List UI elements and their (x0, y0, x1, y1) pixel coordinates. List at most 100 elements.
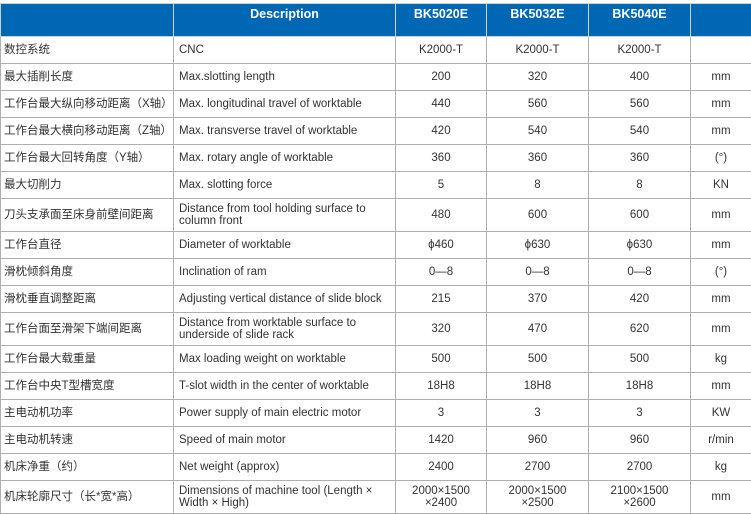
unit: (°) (691, 259, 751, 286)
value-bk5032e: 8 (487, 172, 589, 199)
spec-name-en: Dimensions of machine tool (Length × Wid… (174, 481, 396, 514)
spec-name-zh: 工作台面至滑架下端间距离 (1, 313, 174, 346)
value-bk5020e: 215 (396, 286, 487, 313)
value-bk5040e: 560 (589, 91, 691, 118)
value-bk5040e: 960 (589, 427, 691, 454)
header-zh (1, 4, 174, 37)
unit: mm (691, 91, 751, 118)
value-bk5040e: 500 (589, 346, 691, 373)
spec-name-en: Adjusting vertical distance of slide blo… (174, 286, 396, 313)
spec-name-zh: 主电动机转速 (1, 427, 174, 454)
value-bk5040e: 400 (589, 64, 691, 91)
spec-name-en: Distance from worktable surface to under… (174, 313, 396, 346)
spec-name-zh: 工作台最大横向移动距离（Z轴） (1, 118, 174, 145)
spec-name-en: Max. slotting force (174, 172, 396, 199)
value-bk5032e: 2000×1500 ×2500 (487, 481, 589, 514)
value-bk5040e: K2000-T (589, 37, 691, 64)
unit (691, 37, 751, 64)
unit: mm (691, 199, 751, 232)
unit: kg (691, 346, 751, 373)
spec-name-zh: 数控系统 (1, 37, 174, 64)
table-row: 工作台最大横向移动距离（Z轴）Max. transverse travel of… (1, 118, 751, 145)
spec-name-en: Inclination of ram (174, 259, 396, 286)
unit: kg (691, 454, 751, 481)
value-bk5032e: 470 (487, 313, 589, 346)
value-bk5032e: 320 (487, 64, 589, 91)
unit: mm (691, 118, 751, 145)
unit: (°) (691, 145, 751, 172)
value-bk5020e: 480 (396, 199, 487, 232)
header-model-2: BK5032E (487, 4, 589, 37)
spec-name-en: T-slot width in the center of worktable (174, 373, 396, 400)
table-row: 工作台最大纵向移动距离（X轴）Max. longitudinal travel … (1, 91, 751, 118)
value-bk5040e: 18H8 (589, 373, 691, 400)
value-bk5040e: 8 (589, 172, 691, 199)
value-bk5032e: 960 (487, 427, 589, 454)
value-bk5040e: ϕ630 (589, 232, 691, 259)
value-bk5020e: 320 (396, 313, 487, 346)
unit: KW (691, 400, 751, 427)
value-bk5032e: K2000-T (487, 37, 589, 64)
value-bk5032e: 560 (487, 91, 589, 118)
spec-name-zh: 最大切削力 (1, 172, 174, 199)
spec-name-zh: 滑枕垂直调整距离 (1, 286, 174, 313)
spec-name-en: Net weight (approx) (174, 454, 396, 481)
value-bk5032e: 18H8 (487, 373, 589, 400)
value-bk5020e: 2000×1500 ×2400 (396, 481, 487, 514)
value-bk5032e: 500 (487, 346, 589, 373)
spec-name-zh: 最大插削长度 (1, 64, 174, 91)
spec-name-zh: 机床轮廓尺寸（长*宽*高） (1, 481, 174, 514)
spec-table: Description BK5020E BK5032E BK5040E 数控系统… (0, 3, 751, 514)
value-bk5020e: 200 (396, 64, 487, 91)
spec-name-zh: 滑枕倾斜角度 (1, 259, 174, 286)
spec-name-en: Max. rotary angle of worktable (174, 145, 396, 172)
spec-name-zh: 工作台最大载重量 (1, 346, 174, 373)
unit: mm (691, 232, 751, 259)
spec-name-zh: 工作台最大纵向移动距离（X轴） (1, 91, 174, 118)
header-model-3: BK5040E (589, 4, 691, 37)
value-bk5040e: 360 (589, 145, 691, 172)
table-row: 工作台最大回转角度（Y轴）Max. rotary angle of workta… (1, 145, 751, 172)
value-bk5020e: 1420 (396, 427, 487, 454)
value-bk5032e: 600 (487, 199, 589, 232)
value-bk5040e: 2700 (589, 454, 691, 481)
unit: mm (691, 481, 751, 514)
value-bk5040e: 620 (589, 313, 691, 346)
spec-name-en: Distance from tool holding surface to co… (174, 199, 396, 232)
value-bk5040e: 540 (589, 118, 691, 145)
value-bk5020e: K2000-T (396, 37, 487, 64)
value-bk5032e: 0—8 (487, 259, 589, 286)
spec-name-en: Speed of main motor (174, 427, 396, 454)
header-model-1: BK5020E (396, 4, 487, 37)
spec-name-en: Max.slotting length (174, 64, 396, 91)
unit: KN (691, 172, 751, 199)
value-bk5020e: 420 (396, 118, 487, 145)
value-bk5020e: 440 (396, 91, 487, 118)
value-bk5040e: 420 (589, 286, 691, 313)
value-bk5032e: 370 (487, 286, 589, 313)
value-bk5032e: ϕ630 (487, 232, 589, 259)
value-bk5020e: 360 (396, 145, 487, 172)
value-bk5020e: 2400 (396, 454, 487, 481)
spec-name-en: Max. transverse travel of worktable (174, 118, 396, 145)
spec-name-zh: 工作台直径 (1, 232, 174, 259)
unit: mm (691, 313, 751, 346)
value-bk5040e: 2100×1500 ×2600 (589, 481, 691, 514)
value-bk5032e: 3 (487, 400, 589, 427)
spec-name-zh: 工作台中央T型槽宽度 (1, 373, 174, 400)
value-bk5020e: 3 (396, 400, 487, 427)
header-unit (691, 4, 751, 37)
spec-name-en: Diameter of worktable (174, 232, 396, 259)
spec-name-zh: 工作台最大回转角度（Y轴） (1, 145, 174, 172)
spec-name-en: CNC (174, 37, 396, 64)
